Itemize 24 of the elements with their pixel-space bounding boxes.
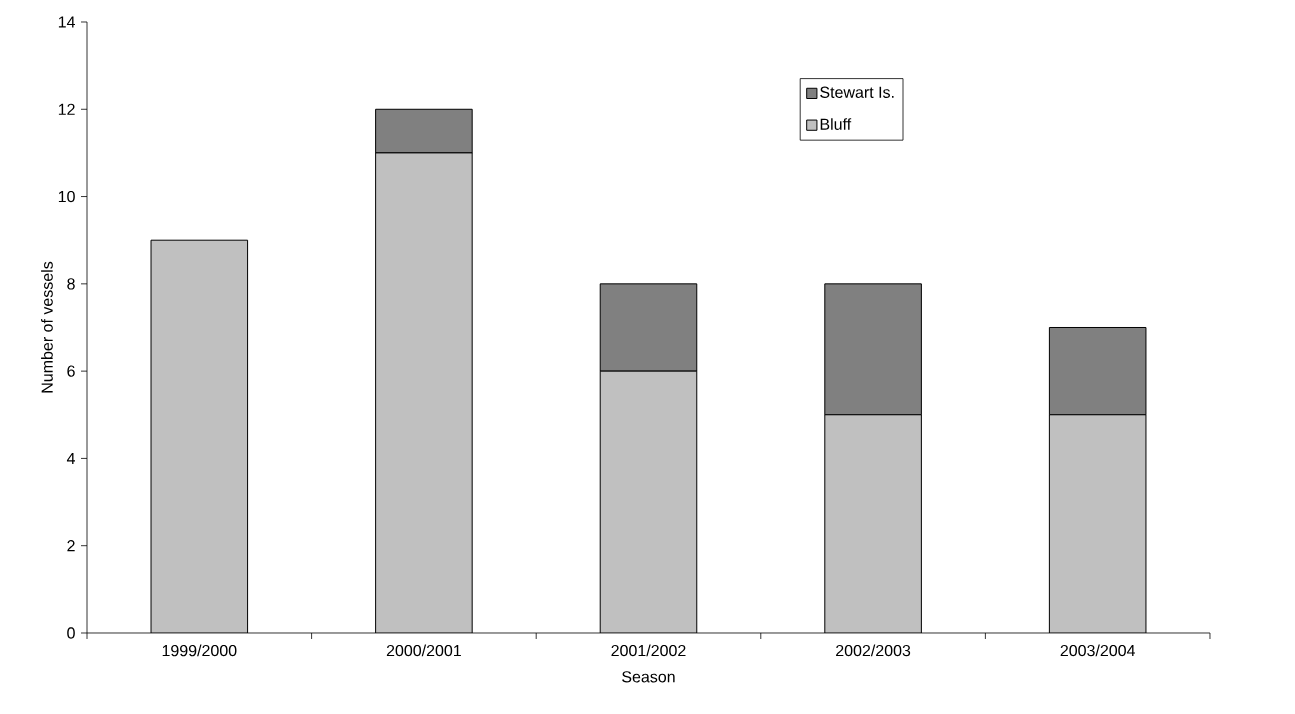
bar <box>600 371 697 633</box>
bar <box>1048 414 1147 633</box>
x-tick-label: 2001/2002 <box>611 644 686 657</box>
y-tick-label: 12 <box>58 103 75 115</box>
legend-label: Stewart Is. <box>820 86 894 98</box>
y-tick-label: 6 <box>67 365 75 377</box>
x-tick-label: 2000/2001 <box>386 644 461 657</box>
bar <box>599 283 698 372</box>
y-tick-label: 14 <box>58 16 75 28</box>
x-tick-label: 1999/2000 <box>162 644 237 657</box>
y-tick-label: 10 <box>58 190 75 203</box>
bar <box>824 283 922 416</box>
x-tick-label: 2002/2003 <box>836 644 911 657</box>
bar <box>375 152 473 633</box>
bar <box>151 240 248 633</box>
y-tick-label: 2 <box>67 540 75 552</box>
y-tick-label: 4 <box>66 452 75 464</box>
legend-label: Bluff <box>820 118 852 130</box>
y-tick-label: 8 <box>67 278 75 290</box>
bar <box>824 414 922 633</box>
x-axis-title: Season <box>622 671 675 683</box>
y-tick-label: 0 <box>67 627 75 639</box>
x-tick-label: 2003/2004 <box>1060 644 1135 657</box>
y-axis-title: Number of vessels <box>41 261 53 393</box>
